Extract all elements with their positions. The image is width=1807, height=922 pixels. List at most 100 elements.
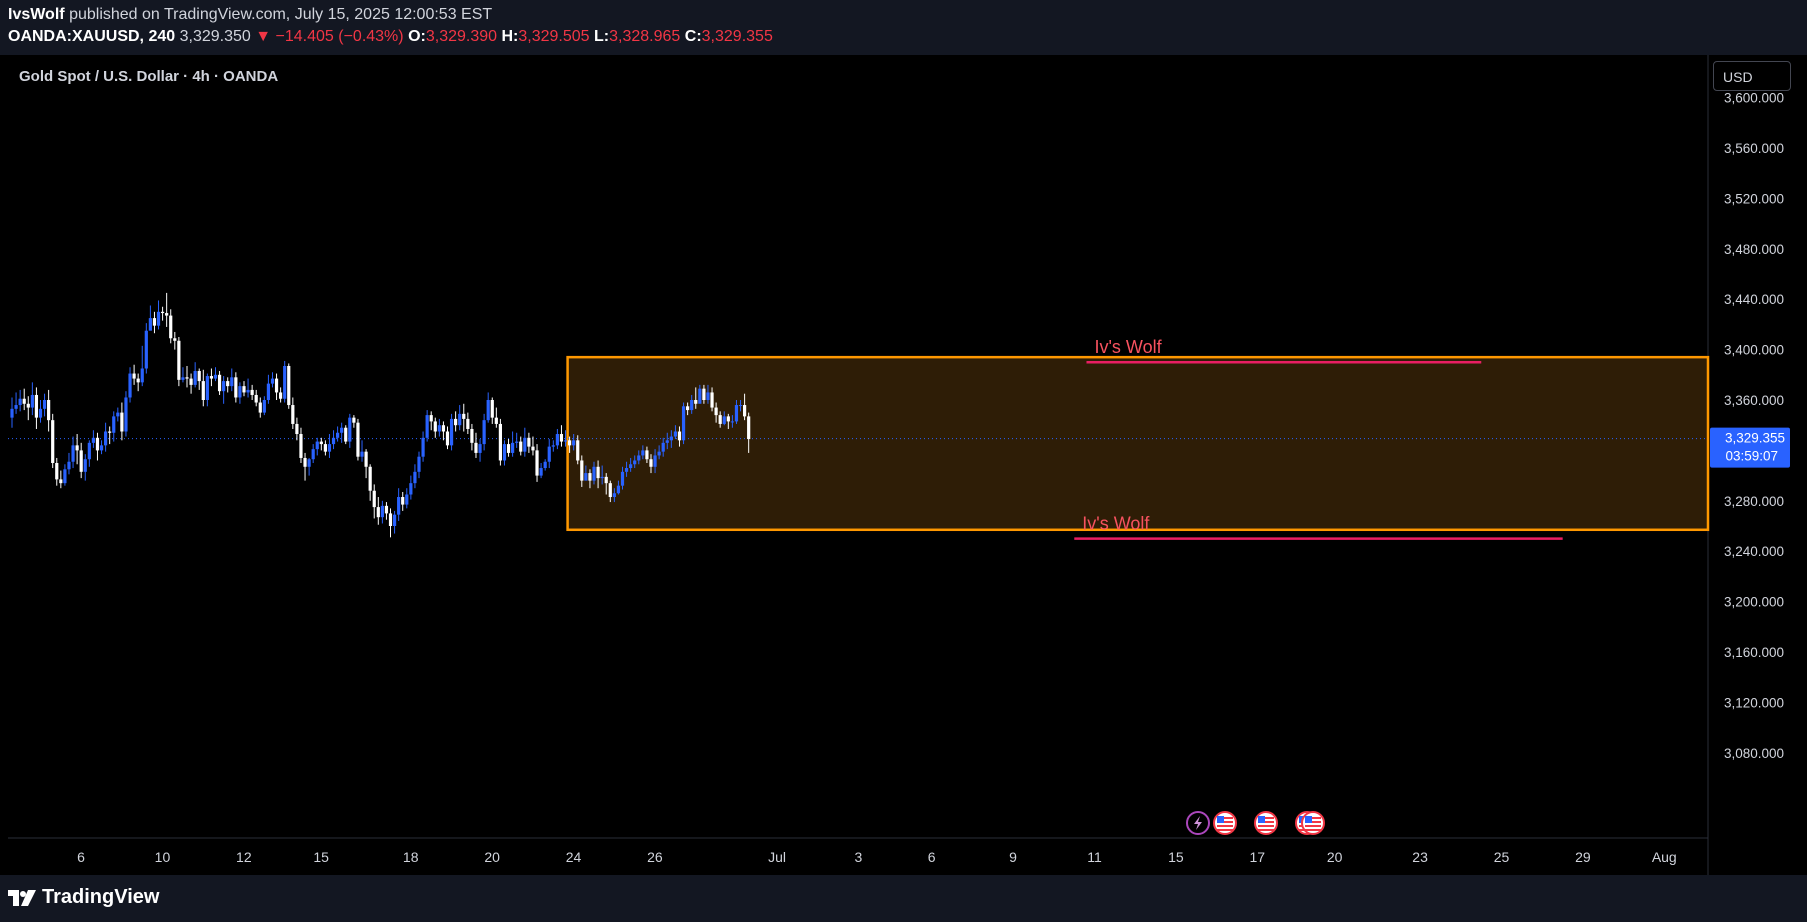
symbol-label: OANDA:XAUUSD, 240 (8, 28, 176, 45)
candle-body (226, 381, 230, 387)
candle-body (681, 406, 686, 441)
x-tick-label: 23 (1412, 849, 1428, 865)
candle-body (193, 371, 197, 385)
candle-body (156, 311, 161, 326)
candle-body (42, 400, 47, 409)
candle-body (417, 456, 421, 472)
currency-button[interactable]: USD (1713, 61, 1791, 91)
candle-body (494, 417, 498, 424)
candle-body (99, 445, 104, 451)
candle-body (213, 374, 218, 379)
candle-body (413, 471, 417, 484)
candle-body (576, 440, 580, 461)
candle-body (604, 476, 608, 484)
current-price-label: 3,329.355 (1725, 431, 1785, 446)
candle-body (559, 434, 564, 442)
tradingview-logo[interactable]: TradingView (8, 886, 159, 909)
flag-stripe (1258, 817, 1274, 819)
candle-body (437, 425, 441, 432)
candle-body (79, 450, 83, 472)
candle-body (47, 400, 51, 421)
us-flag-event-icon[interactable] (1301, 811, 1325, 835)
publish-info: published on TradingView.com, July 15, 2… (69, 6, 493, 23)
us-flag-event-icon[interactable] (1213, 811, 1237, 835)
candle-body (71, 445, 75, 462)
candle-body (246, 389, 250, 393)
candle-body (34, 394, 39, 418)
flag-stripe (1217, 817, 1233, 819)
candle-body (592, 466, 596, 481)
candle-body (14, 405, 18, 409)
candle-body (140, 368, 144, 383)
lightning-event-icon[interactable] (1186, 811, 1210, 835)
range-box (566, 355, 1710, 532)
x-tick-label: 3 (855, 849, 863, 865)
candle-body (527, 437, 531, 447)
candle-body (531, 446, 535, 451)
x-tick-label: 6 (77, 849, 85, 865)
candle-body (384, 505, 389, 514)
annotation-layer: Iv's Wolf Iv's Wolf (1074, 337, 1563, 540)
annotation-label: Iv's Wolf (1094, 337, 1162, 357)
candle-body (641, 450, 645, 456)
publish-line: IvsWolf published on TradingView.com, Ju… (8, 6, 492, 24)
candle-body (690, 400, 694, 411)
annotation-label: Iv's Wolf (1082, 514, 1150, 534)
candle-body (116, 412, 120, 417)
candle-body (726, 416, 730, 422)
x-tick-label: 15 (1168, 849, 1184, 865)
flag-stripe (1305, 825, 1321, 827)
y-tick-label: 3,240.000 (1724, 544, 1784, 559)
last-price: 3,329.350 (179, 28, 251, 45)
candle-body (303, 457, 307, 467)
candle-body (608, 483, 612, 498)
candle-body (466, 418, 470, 429)
x-tick-label: 20 (484, 849, 500, 865)
candle-body (270, 378, 275, 384)
candle-body (254, 394, 258, 403)
candle-body (87, 442, 91, 460)
candle-body (563, 440, 568, 442)
candle-body (702, 388, 706, 400)
low-value: 3,328.965 (609, 28, 681, 45)
candle-body (657, 451, 661, 456)
candle-body (217, 374, 222, 392)
candle-body (515, 441, 519, 443)
candle-body (67, 461, 71, 470)
candle-body (462, 413, 466, 419)
flag-stripe (1305, 821, 1321, 823)
candle-body (665, 440, 669, 443)
candle-body (645, 450, 649, 460)
candle-body (539, 468, 543, 476)
low-label: L: (594, 28, 610, 45)
candle-body (694, 400, 698, 404)
candle-body (189, 378, 193, 385)
y-tick-label: 3,440.000 (1724, 292, 1784, 307)
candle-body (22, 398, 26, 404)
flag-stripe (1217, 825, 1233, 827)
candle-body (230, 377, 234, 387)
candle-body (352, 417, 356, 423)
candle-body (266, 383, 271, 400)
x-tick-label: 29 (1575, 849, 1591, 865)
candle-body (506, 444, 511, 453)
author-name[interactable]: IvsWolf (8, 6, 65, 23)
x-tick-label: Jul (768, 849, 786, 865)
candle-body (686, 406, 690, 411)
candle-body (482, 420, 486, 445)
candle-body (388, 513, 393, 526)
candle-body (209, 376, 214, 379)
candle-body (572, 440, 576, 446)
candle-body (287, 365, 291, 406)
us-flag-event-icon[interactable] (1254, 811, 1278, 835)
flag-stripe (1258, 829, 1274, 831)
legend-title: Gold Spot / U.S. Dollar · 4h · OANDA (19, 68, 279, 85)
candle-body (511, 442, 515, 453)
candle-body (173, 338, 177, 341)
candle-body (10, 408, 14, 418)
candle-body (620, 471, 625, 486)
candle-body (336, 432, 340, 438)
flag-canton (1305, 816, 1312, 823)
candle-body (120, 412, 124, 432)
